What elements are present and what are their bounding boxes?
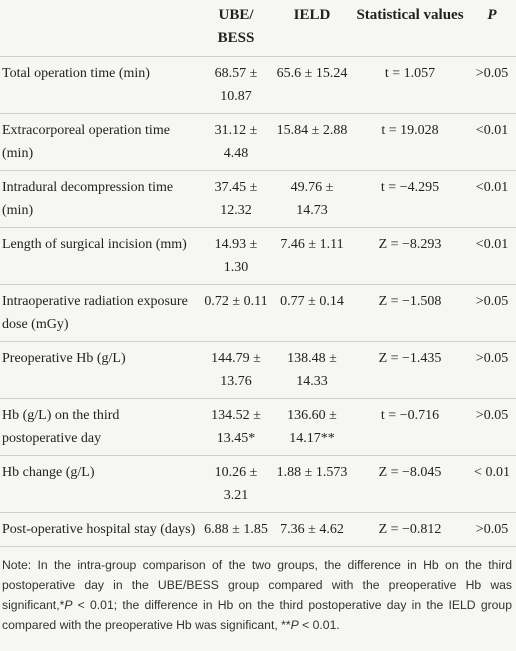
cell: 144.79 ± 13.76 <box>200 341 272 399</box>
note-text: < 0.01; the difference in Hb on the thir… <box>2 598 512 632</box>
cell: >0.05 <box>468 284 516 342</box>
table-row: Preoperative Hb (g/L) 144.79 ± 13.76 138.4… <box>0 341 516 399</box>
table-row: Extracorporeal operation time (min) 31.12… <box>0 113 516 171</box>
data-table: UBE/ BESS IELD Statistical values P Total o… <box>0 0 516 547</box>
table-row: Hb (g/L) on the third postoperative day 1… <box>0 398 516 456</box>
header-cell <box>0 0 200 57</box>
table-row: Intradural decompression time (min) 37.45… <box>0 170 516 228</box>
row-label: Preoperative Hb (g/L) <box>0 341 200 399</box>
cell: 14.93 ± 1.30 <box>200 227 272 285</box>
cell: 6.88 ± 1.85 <box>200 512 272 547</box>
note-text: < 0.01. <box>298 618 340 632</box>
cell: Z = −8.293 <box>352 227 468 285</box>
cell: <0.01 <box>468 113 516 171</box>
header-cell: IELD <box>272 0 352 57</box>
cell: 7.46 ± 1.11 <box>272 227 352 285</box>
cell: 134.52 ± 13.45* <box>200 398 272 456</box>
table-row: Post-operative hospital stay (days) 6.88 … <box>0 512 516 547</box>
cell: t = −0.716 <box>352 398 468 456</box>
cell: 10.26 ± 3.21 <box>200 455 272 513</box>
cell: 1.88 ± 1.573 <box>272 455 352 513</box>
cell: t = −4.295 <box>352 170 468 228</box>
cell: Z = −8.045 <box>352 455 468 513</box>
cell: Z = −1.508 <box>352 284 468 342</box>
cell: Z = −1.435 <box>352 341 468 399</box>
note-text: P <box>290 618 299 632</box>
cell: <0.01 <box>468 227 516 285</box>
cell: 65.6 ± 15.24 <box>272 56 352 114</box>
row-label: Intradural decompression time (min) <box>0 170 200 228</box>
table-row: Length of surgical incision (mm) 14.93 ± … <box>0 227 516 285</box>
row-label: Hb change (g/L) <box>0 455 200 513</box>
header-cell: Statistical values <box>352 0 468 57</box>
header-cell: P <box>468 0 516 57</box>
header-cell: UBE/ BESS <box>200 0 272 57</box>
table-row: Total operation time (min) 68.57 ± 10.87 6… <box>0 56 516 114</box>
cell: 68.57 ± 10.87 <box>200 56 272 114</box>
row-label: Total operation time (min) <box>0 56 200 114</box>
cell: <0.01 <box>468 170 516 228</box>
cell: >0.05 <box>468 341 516 399</box>
cell: 0.77 ± 0.14 <box>272 284 352 342</box>
cell: 7.36 ± 4.62 <box>272 512 352 547</box>
cell: t = 1.057 <box>352 56 468 114</box>
header-row: UBE/ BESS IELD Statistical values P <box>0 0 516 57</box>
table-note: Note: In the intra-group comparison of t… <box>0 547 516 635</box>
row-label: Extracorporeal operation time (min) <box>0 113 200 171</box>
cell: 138.48 ± 14.33 <box>272 341 352 399</box>
cell: 37.45 ± 12.32 <box>200 170 272 228</box>
cell: >0.05 <box>468 512 516 547</box>
cell: 31.12 ± 4.48 <box>200 113 272 171</box>
cell: < 0.01 <box>468 455 516 513</box>
table-row: Intraoperative radiation exposure dose (… <box>0 284 516 342</box>
cell: t = 19.028 <box>352 113 468 171</box>
table-body: Total operation time (min) 68.57 ± 10.87 6… <box>0 56 516 547</box>
cell: 15.84 ± 2.88 <box>272 113 352 171</box>
row-label: Intraoperative radiation exposure dose (… <box>0 284 200 342</box>
cell: Z = −0.812 <box>352 512 468 547</box>
cell: >0.05 <box>468 398 516 456</box>
row-label: Hb (g/L) on the third postoperative day <box>0 398 200 456</box>
note-text: P <box>64 598 73 612</box>
cell: 136.60 ± 14.17** <box>272 398 352 456</box>
table-row: Hb change (g/L) 10.26 ± 3.21 1.88 ± 1.573 Z… <box>0 455 516 513</box>
cell: 49.76 ± 14.73 <box>272 170 352 228</box>
cell: >0.05 <box>468 56 516 114</box>
note-text: Note: In the intra-group comparison of t… <box>2 558 512 612</box>
row-label: Post-operative hospital stay (days) <box>0 512 200 547</box>
row-label: Length of surgical incision (mm) <box>0 227 200 285</box>
cell: 0.72 ± 0.11 <box>200 284 272 342</box>
